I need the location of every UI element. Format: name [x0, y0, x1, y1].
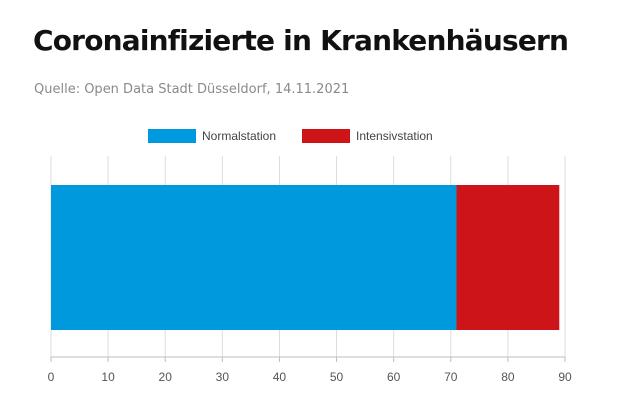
chart-source: Quelle: Open Data Stadt Düsseldorf, 14.1…: [34, 82, 350, 97]
x-tick-label: 90: [558, 370, 572, 384]
x-axis-ticks: 0 10 20 30 40 50 60 70 80 90: [48, 357, 572, 384]
x-tick-label: 20: [159, 370, 173, 384]
x-tick-label: 10: [101, 370, 115, 384]
x-tick-label: 0: [48, 370, 55, 384]
x-tick-label: 70: [444, 370, 458, 384]
chart-bars: [51, 185, 560, 330]
legend-swatch-intensivstation: [302, 129, 350, 143]
x-tick-label: 40: [273, 370, 287, 384]
x-tick-label: 30: [216, 370, 230, 384]
bar-intensivstation: [456, 185, 560, 330]
x-tick-label: 50: [330, 370, 344, 384]
legend-label-intensivstation: Intensivstation: [356, 129, 433, 143]
chart-title: Coronainfizierte in Krankenhäusern: [33, 24, 569, 57]
legend-label-normalstation: Normalstation: [202, 129, 276, 143]
x-tick-label: 60: [387, 370, 401, 384]
bar-normalstation: [51, 185, 457, 330]
legend-swatch-normalstation: [148, 129, 196, 143]
chart-legend: Normalstation Intensivstation: [148, 129, 433, 143]
x-tick-label: 80: [501, 370, 515, 384]
